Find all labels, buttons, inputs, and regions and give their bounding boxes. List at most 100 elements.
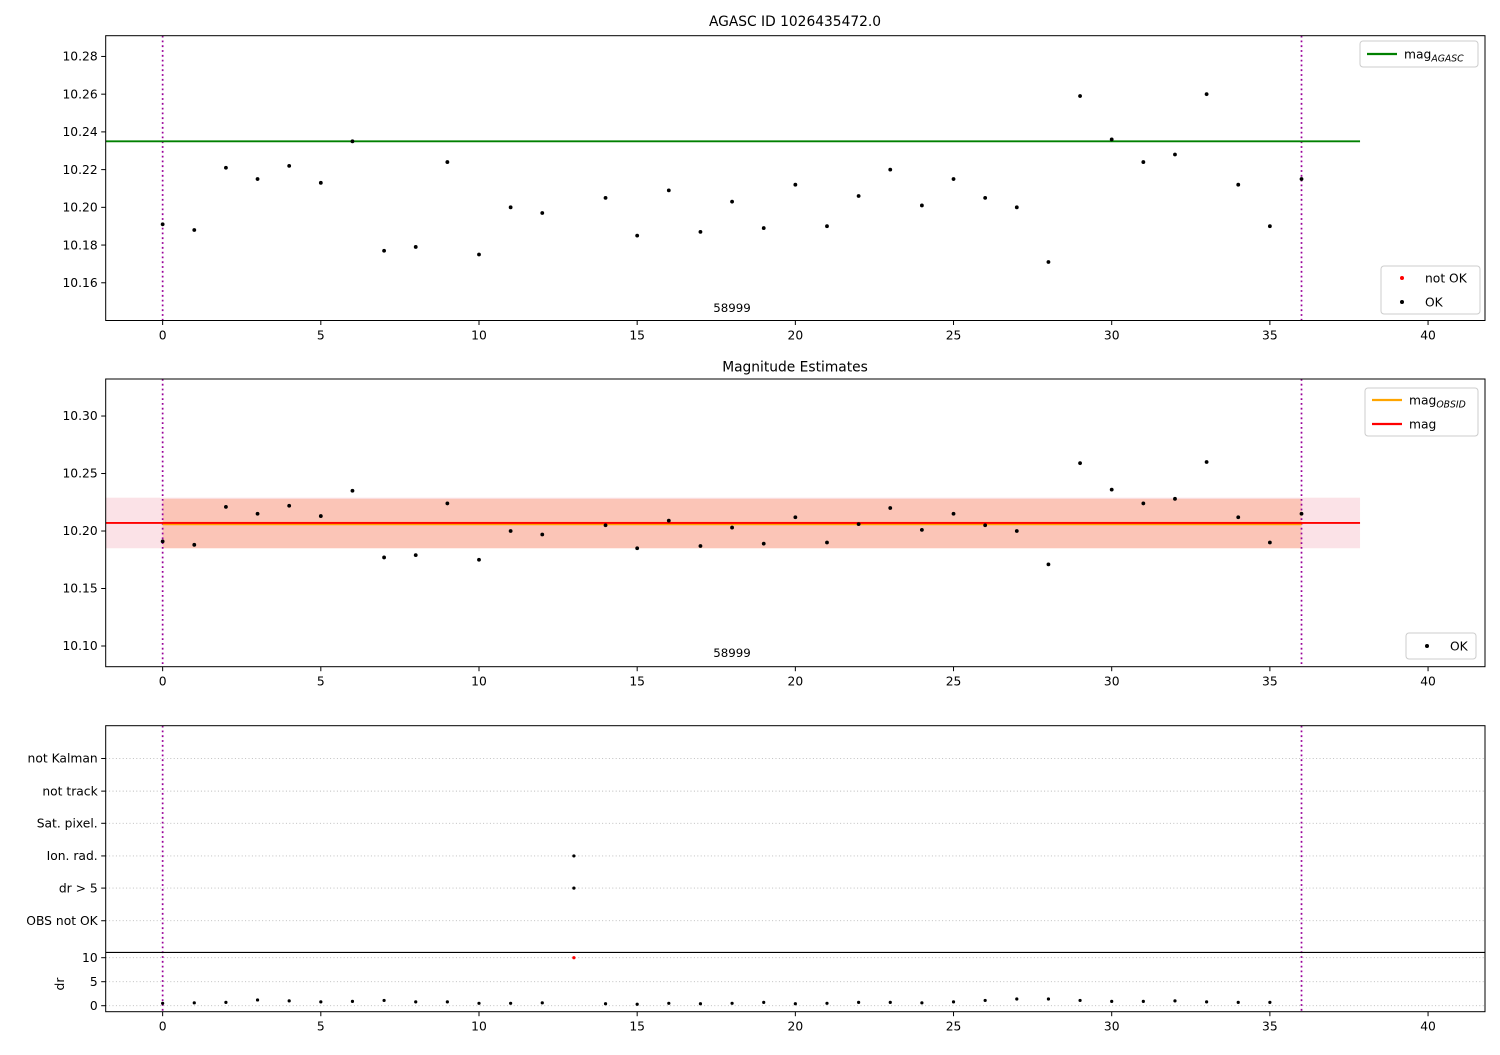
middle-plot-ok-point xyxy=(666,518,671,523)
middle-plot-ok-point xyxy=(603,523,608,528)
bottom-plot-dr-point xyxy=(350,999,355,1003)
bottom-plot-not-ok-point xyxy=(572,956,576,960)
top-plot-ok-point xyxy=(793,182,798,187)
bottom-plot-dr-point xyxy=(445,1000,449,1004)
bottom-plot-xtick-label: 5 xyxy=(317,1020,325,1034)
bottom-plot-xtick-label: 30 xyxy=(1104,1020,1120,1034)
bottom-plot-dr-point xyxy=(319,1000,323,1004)
middle-plot-ytick-label: 10.15 xyxy=(62,582,97,596)
top-plot-ok-point xyxy=(730,199,734,204)
middle-plot-ok-point xyxy=(1141,501,1146,506)
bottom-plot-dr-point xyxy=(1110,999,1114,1003)
middle-plot-ok-point xyxy=(192,542,197,547)
bottom-plot-xtick-label: 0 xyxy=(159,1020,167,1034)
bottom-plot-dr-point xyxy=(793,1002,797,1006)
bottom-plot-dr-point xyxy=(1078,998,1082,1003)
top-plot-ok-point xyxy=(603,196,608,200)
top-plot-ok-point xyxy=(666,188,671,193)
middle-plot-ok-point xyxy=(508,529,513,533)
bottom-plot-dr-point xyxy=(825,1001,829,1005)
bottom-plot-dr-point xyxy=(224,1000,228,1004)
top-plot-ytick-label: 10.24 xyxy=(62,125,97,139)
bottom-plot-ytick-label: OBS not OK xyxy=(26,914,98,928)
bottom-plot-dr-point xyxy=(540,1001,544,1005)
bottom-plot-xtick-label: 35 xyxy=(1262,1020,1278,1034)
bottom-plot-xtick-label: 10 xyxy=(471,1020,487,1034)
top-plot-ok-point xyxy=(1236,182,1241,187)
middle-plot-xtick-label: 40 xyxy=(1420,675,1436,689)
middle-plot-title: Magnitude Estimates xyxy=(722,360,868,376)
bottom-plot-xtick-label: 15 xyxy=(629,1020,645,1034)
top-plot-legend-ok-sample-dot xyxy=(1400,300,1404,304)
bottom-plot-dr-point xyxy=(1141,999,1145,1003)
bottom-plot-dr-point xyxy=(920,1001,924,1005)
top-plot-ytick-label: 10.20 xyxy=(62,201,97,215)
top-plot-ok-point xyxy=(698,229,703,234)
top-plot-legend-ok-sample-dot xyxy=(1400,276,1404,280)
top-plot-ok-point xyxy=(445,160,450,164)
middle-plot-ok-point xyxy=(1078,461,1082,466)
middle-plot-ok-point xyxy=(1109,487,1114,492)
middle-plot-ytick-label: 10.20 xyxy=(62,524,97,538)
top-plot-ok-point xyxy=(255,177,260,181)
middle-plot-legend-ok xyxy=(1405,632,1477,660)
top-plot-ok-point xyxy=(287,163,292,168)
middle-plot-xtick-label: 20 xyxy=(788,675,804,689)
top-plot-ok-point xyxy=(540,211,545,215)
top-plot-ok-point xyxy=(888,167,893,172)
bottom-plot-dr-point xyxy=(1046,997,1051,1001)
middle-plot-ok-point xyxy=(761,541,766,546)
top-plot-ok-point xyxy=(919,203,924,208)
top-plot-ok-point xyxy=(477,252,481,257)
middle-plot-ok-point xyxy=(730,525,734,530)
bottom-plot-dr-point xyxy=(1015,997,1019,1001)
top-plot-xtick-label: 20 xyxy=(788,329,804,343)
bottom-plot-ytick-label: not Kalman xyxy=(28,752,98,766)
top-plot-ok-point xyxy=(1299,177,1304,181)
top-plot-ok-point xyxy=(856,194,861,198)
middle-plot-ok-point xyxy=(318,514,323,518)
middle-plot-ok-point xyxy=(919,527,924,532)
top-plot-ok-point xyxy=(192,228,197,232)
top-plot-ok-point xyxy=(224,165,228,170)
bottom-plot-dr-point xyxy=(255,998,260,1002)
top-plot-ok-point xyxy=(1014,205,1019,210)
middle-plot-ok-point xyxy=(287,503,292,508)
middle-plot-xtick-label: 5 xyxy=(317,675,325,689)
bottom-plot-xtick-label: 25 xyxy=(946,1020,962,1034)
top-plot-frame xyxy=(105,35,1486,321)
bottom-plot-xtick-label: 20 xyxy=(788,1020,804,1034)
top-plot-ok-point xyxy=(635,233,640,238)
top-plot-ytick-label: 10.26 xyxy=(62,87,97,101)
top-plot-ok-point xyxy=(413,245,418,249)
top-plot-ok-point xyxy=(382,248,386,253)
bottom-plot-dr-point xyxy=(1205,1000,1209,1004)
middle-plot-ok-point xyxy=(413,553,418,558)
middle-plot-ok-point xyxy=(698,544,703,548)
top-plot-legend-mag xyxy=(1359,40,1479,68)
bottom-plot-dr-point xyxy=(509,1001,513,1005)
top-plot-ok-point xyxy=(1078,94,1082,98)
bottom-plot-dr-point xyxy=(382,998,386,1003)
top-plot-ok-point xyxy=(1046,260,1051,264)
bottom-plot-dr-point xyxy=(414,1000,418,1004)
top-plot-ok-point xyxy=(160,222,165,227)
middle-plot-legend-lines-label: magOBSID xyxy=(1409,393,1466,410)
top-plot-ytick-label: 10.16 xyxy=(62,276,97,290)
top-plot-xtick-label: 0 xyxy=(159,329,167,343)
bottom-plot-xtick-label: 40 xyxy=(1420,1020,1436,1034)
middle-plot-xtick-label: 15 xyxy=(629,675,645,689)
middle-plot-ytick-label: 10.10 xyxy=(62,639,97,653)
middle-plot-ok-point xyxy=(1204,460,1209,464)
bottom-plot-dr-point xyxy=(698,1002,703,1006)
middle-plot-xtick-label: 25 xyxy=(946,675,962,689)
bottom-plot-dr-point xyxy=(1268,1000,1272,1004)
middle-plot-ok-point xyxy=(160,539,165,544)
top-plot-xtick-label: 5 xyxy=(317,329,325,343)
top-plot-xtick-label: 35 xyxy=(1262,329,1278,343)
top-plot-ytick-label: 10.18 xyxy=(62,238,97,252)
middle-plot-ok-point xyxy=(951,511,956,516)
middle-plot-ok-point xyxy=(224,504,228,509)
